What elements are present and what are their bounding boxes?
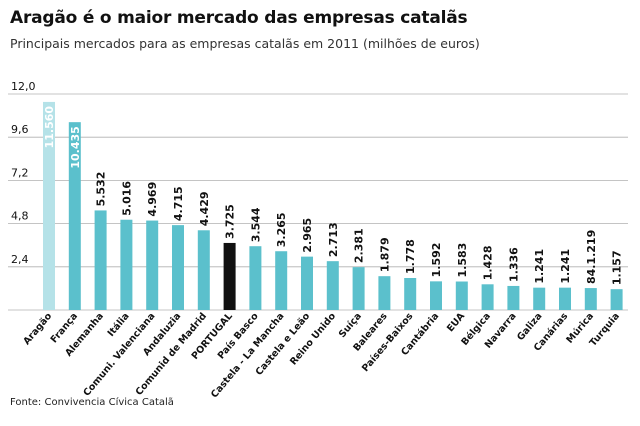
value-label: 10.435 [69, 126, 82, 168]
value-label: 1.583 [456, 243, 469, 278]
value-label: 3.265 [275, 212, 288, 247]
bar [326, 261, 339, 310]
bar [172, 225, 184, 310]
value-label: 4.715 [172, 186, 185, 221]
category-label: EUA [445, 310, 468, 334]
value-label: 11.560 [43, 106, 56, 149]
bars [43, 101, 623, 310]
chart-title: Aragão é o maior mercado das empresas ca… [10, 8, 468, 28]
gridlines [8, 93, 628, 311]
value-label: 4.969 [146, 182, 159, 217]
bar [559, 287, 571, 310]
source-note: Fonte: Convivencia Cívica Catalã [10, 397, 174, 408]
y-axis-ticks: 2,4 4,8 7,2 9,6 12,0 [11, 80, 36, 266]
bar [120, 219, 133, 310]
value-label: 4.429 [198, 191, 211, 226]
bar [197, 230, 210, 310]
bar [43, 101, 55, 310]
bar [249, 246, 262, 310]
value-label: 1.336 [507, 247, 520, 282]
bar [146, 220, 159, 310]
value-label: 3.544 [249, 207, 262, 242]
value-label: 5.016 [120, 181, 133, 216]
bar [301, 256, 313, 310]
y-tick-label: 4,8 [11, 210, 29, 223]
value-labels: 11.560 10.435 5.532 5.016 4.969 4.715 4.429 3.7… [43, 106, 624, 286]
value-label: 5.532 [95, 172, 108, 207]
bar [94, 210, 107, 310]
bar [68, 122, 81, 310]
bar [455, 281, 468, 310]
bar [223, 242, 236, 310]
bar [610, 289, 623, 310]
value-label: 1.241 [559, 249, 572, 284]
value-label: 1.592 [430, 243, 443, 278]
bar [533, 287, 546, 310]
bar [430, 281, 442, 310]
y-tick-label: 2,4 [11, 253, 29, 266]
bar [404, 277, 417, 310]
chart-subtitle: Principais mercados para as empresas cat… [10, 36, 480, 51]
y-tick-label: 7,2 [11, 166, 29, 179]
value-label: 84.1.219 [585, 230, 598, 284]
value-label: 2.965 [301, 218, 314, 253]
value-label: 2.713 [327, 222, 340, 257]
value-label: 1.157 [611, 250, 624, 285]
category-label: Aragão [21, 310, 54, 347]
bar [584, 288, 597, 310]
bar [481, 284, 494, 310]
bar [378, 276, 391, 310]
value-label: 1.428 [482, 245, 495, 280]
bar [275, 251, 288, 310]
category-label: Reino Unido [288, 311, 338, 368]
value-label: 3.725 [224, 204, 237, 239]
bar [352, 267, 365, 310]
value-label: 1.241 [533, 249, 546, 284]
bar [507, 285, 520, 310]
value-label: 1.778 [404, 239, 417, 274]
value-label: 2.381 [353, 228, 366, 263]
y-tick-label: 12,0 [11, 80, 36, 93]
value-label: 1.879 [378, 237, 391, 272]
y-tick-label: 9,6 [11, 123, 29, 136]
